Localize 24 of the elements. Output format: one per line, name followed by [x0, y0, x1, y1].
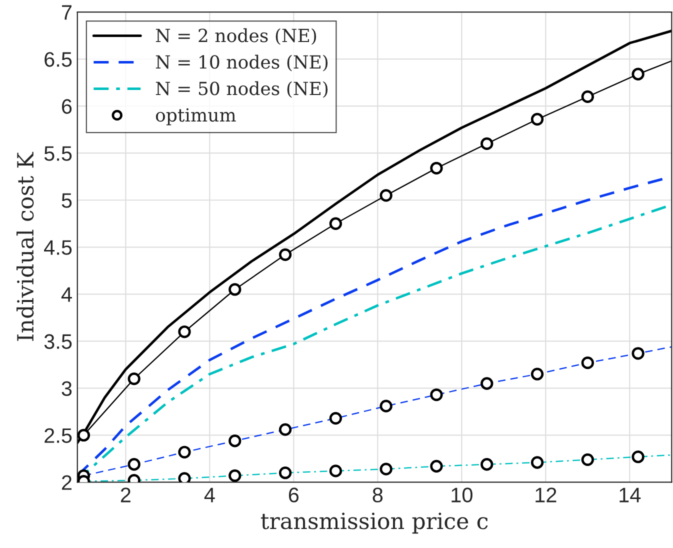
- y-tick-label: 3.5: [44, 334, 72, 349]
- x-tick-label: 14: [620, 488, 641, 502]
- y-tick-label: 4: [61, 287, 72, 302]
- x-tick-label: 2: [120, 488, 130, 502]
- y-tick-label: 2.5: [44, 428, 72, 443]
- y-axis-title: Individual cost K: [16, 152, 34, 341]
- y-tick-label: 2: [62, 475, 72, 490]
- y-tick-label: 4.5: [44, 240, 72, 255]
- x-tick-label: 8: [372, 488, 383, 502]
- y-tick-label: 6.5: [44, 52, 72, 67]
- y-tick-label: 6: [62, 99, 72, 114]
- y-tick-label: 5.5: [44, 146, 72, 161]
- x-tick-label: 6: [288, 488, 299, 502]
- legend-label: N = 50 nodes (NE): [156, 81, 328, 98]
- y-tick-label: 7: [62, 5, 72, 20]
- legend-label: N = 2 nodes (NE): [156, 28, 316, 45]
- x-tick-label: 12: [536, 488, 556, 502]
- x-tick-label: 4: [204, 488, 215, 502]
- y-tick-label: 5: [62, 193, 72, 208]
- legend-label: optimum: [156, 108, 236, 126]
- legend-label: N = 10 nodes (NE): [156, 54, 328, 72]
- x-axis-title: transmission price c: [260, 512, 488, 534]
- y-tick-label: 3: [62, 381, 72, 396]
- x-tick-label: 10: [452, 488, 472, 502]
